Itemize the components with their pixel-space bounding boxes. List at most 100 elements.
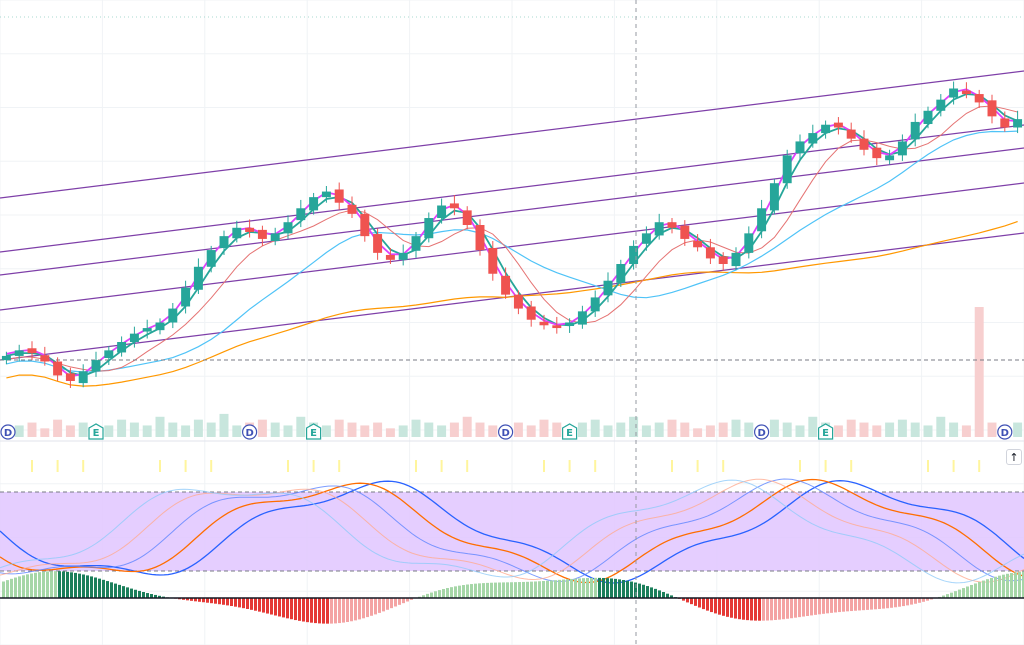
histogram-bar bbox=[770, 598, 773, 621]
histogram-bar bbox=[410, 598, 413, 600]
histogram-bar bbox=[670, 595, 673, 598]
histogram-bar bbox=[794, 598, 797, 618]
histogram-bar bbox=[546, 580, 549, 598]
candle-body bbox=[65, 373, 75, 381]
histogram-bar bbox=[918, 598, 921, 603]
histogram-bar bbox=[450, 587, 453, 598]
histogram-bar bbox=[790, 598, 793, 619]
histogram-bar bbox=[590, 577, 593, 598]
signal-tick bbox=[927, 460, 929, 472]
signal-tick bbox=[210, 460, 213, 472]
histogram-bar bbox=[1014, 572, 1017, 598]
candle-body bbox=[833, 122, 843, 128]
dividend-badge-shape bbox=[498, 424, 514, 440]
volume-bar bbox=[552, 422, 562, 437]
candle-body bbox=[577, 311, 587, 325]
histogram-bar bbox=[122, 586, 125, 598]
histogram-bar bbox=[870, 598, 873, 610]
histogram-bar bbox=[522, 581, 525, 598]
histogram-bar bbox=[66, 571, 69, 598]
histogram-bar bbox=[250, 598, 253, 610]
scroll-up-button[interactable]: ↑ bbox=[1006, 449, 1022, 465]
volume-bar bbox=[270, 422, 280, 437]
histogram-bar bbox=[622, 579, 625, 598]
histogram-bar bbox=[1010, 573, 1013, 598]
histogram-bar bbox=[214, 598, 217, 604]
volume-bar bbox=[1013, 422, 1023, 437]
volume-bar bbox=[40, 428, 50, 437]
volume-bar bbox=[693, 428, 703, 437]
candle-body bbox=[769, 183, 779, 211]
volume-bar bbox=[987, 422, 997, 437]
event-markers: E E E ED D D D D bbox=[0, 423, 1024, 472]
histogram-bar bbox=[706, 598, 709, 611]
candle-body bbox=[565, 322, 575, 326]
earnings-label: E bbox=[566, 428, 573, 439]
histogram-bar bbox=[898, 598, 901, 607]
histogram-bar bbox=[502, 582, 505, 598]
histogram-bar bbox=[110, 582, 113, 598]
candle-body bbox=[411, 236, 421, 251]
volume-bar bbox=[910, 422, 920, 437]
signal-tick bbox=[184, 460, 187, 472]
candle-body bbox=[910, 121, 920, 140]
earnings-label: E bbox=[93, 428, 100, 439]
volume-bar bbox=[142, 425, 152, 437]
histogram-bar bbox=[514, 582, 517, 598]
histogram-bar bbox=[970, 584, 973, 598]
dividend-label: D bbox=[4, 428, 12, 439]
histogram-bar bbox=[38, 572, 41, 598]
histogram-bar bbox=[874, 598, 877, 610]
candle-body bbox=[872, 147, 882, 159]
volume-bar bbox=[961, 425, 971, 437]
volume-bar bbox=[283, 425, 293, 437]
histogram-bar bbox=[658, 590, 661, 598]
dividend-marker: D bbox=[242, 424, 258, 440]
volume-bar bbox=[437, 425, 447, 437]
candle-body bbox=[193, 266, 203, 290]
histogram-bar bbox=[838, 598, 841, 613]
candle-body bbox=[821, 124, 831, 134]
earnings-badge-shape bbox=[562, 423, 578, 440]
regression-channel bbox=[0, 70, 1024, 361]
volume-bar bbox=[795, 425, 805, 437]
candle-body bbox=[385, 254, 395, 260]
channel-line bbox=[0, 70, 1024, 199]
histogram-bar bbox=[798, 598, 801, 618]
histogram-bar bbox=[750, 598, 753, 621]
histogram-bar bbox=[758, 598, 761, 621]
volume-bar bbox=[897, 419, 907, 437]
histogram-bar bbox=[602, 577, 605, 598]
candle-body bbox=[526, 306, 536, 320]
candle-body bbox=[475, 225, 485, 251]
histogram-bar bbox=[442, 589, 445, 598]
histogram-bar bbox=[334, 598, 337, 624]
histogram-bar bbox=[946, 594, 949, 598]
histogram-bar bbox=[766, 598, 769, 621]
dividend-marker: D bbox=[0, 424, 16, 440]
signal-tick bbox=[56, 460, 59, 472]
histogram-bar bbox=[742, 598, 745, 620]
candle-body bbox=[27, 348, 37, 354]
histogram-bar bbox=[30, 573, 33, 598]
candle-body bbox=[206, 250, 216, 267]
histogram-bar bbox=[818, 598, 821, 615]
earnings-marker: E bbox=[562, 423, 578, 440]
histogram-bar bbox=[226, 598, 229, 606]
histogram-bar bbox=[58, 571, 61, 598]
histogram-bar bbox=[126, 587, 129, 598]
volume-bar bbox=[936, 416, 946, 437]
candle-body bbox=[129, 333, 139, 342]
histogram-bar bbox=[394, 598, 397, 607]
dividend-label: D bbox=[757, 428, 765, 439]
candle-body bbox=[923, 110, 933, 125]
histogram-bar bbox=[926, 598, 929, 601]
dividend-marker: D bbox=[753, 424, 770, 440]
candle-body bbox=[859, 138, 869, 150]
earnings-marker: E bbox=[306, 423, 322, 440]
histogram-bar bbox=[686, 598, 689, 603]
candle-body bbox=[705, 247, 715, 259]
histogram-bar bbox=[274, 598, 277, 616]
